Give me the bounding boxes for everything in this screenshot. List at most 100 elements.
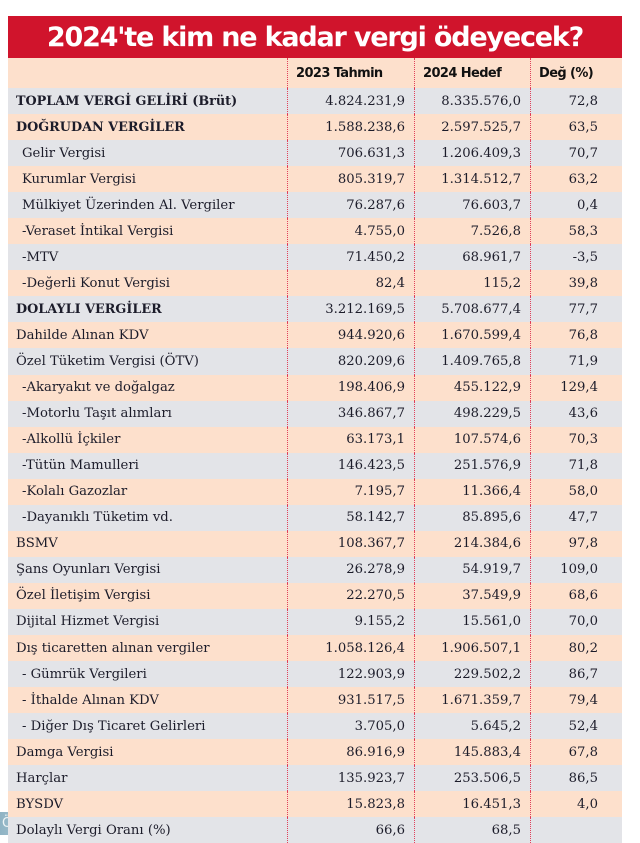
- row-label: DOLAYLI VERGİLER: [16, 301, 162, 317]
- table-row: Dolaylı Vergi Oranı (%) 66,6 68,5: [8, 817, 622, 843]
- row-label: Dahilde Alınan KDV: [16, 327, 149, 343]
- table-row: Özel İletişim Vergisi 22.270,5 37.549,9 68,…: [8, 582, 622, 609]
- value-change-pct: 4,0: [530, 791, 622, 818]
- value-2024-target: 7.526,8: [414, 218, 530, 245]
- value-2024-target: 5.645,2: [414, 713, 530, 740]
- value-2023-estimate: 931.517,5: [287, 687, 414, 714]
- row-label: -Motorlu Taşıt alımları: [22, 406, 172, 422]
- table-row: Şans Oyunları Vergisi 26.278,9 54.919,7 109…: [8, 556, 622, 583]
- row-label: Dış ticaretten alınan vergiler: [16, 640, 210, 656]
- value-2024-target: 68.961,7: [414, 244, 530, 271]
- value-2023-estimate: 346.867,7: [287, 400, 414, 427]
- value-change-pct: 77,7: [530, 296, 622, 323]
- value-2024-target: 2.597.525,7: [414, 114, 530, 141]
- value-2023-estimate: 1.058.126,4: [287, 634, 414, 662]
- value-change-pct: 72,8: [530, 88, 622, 115]
- value-2023-estimate: 9.155,2: [287, 608, 414, 635]
- value-2024-target: 15.561,0: [414, 608, 530, 635]
- value-2024-target: 115,2: [414, 270, 530, 297]
- table-row: Kurumlar Vergisi 805.319,7 1.314.512,7 63,2: [8, 166, 622, 193]
- value-2023-estimate: 135.923,7: [287, 765, 414, 792]
- value-2023-estimate: 122.903,9: [287, 661, 414, 688]
- value-2024-target: 214.384,6: [414, 530, 530, 557]
- row-label: - Gümrük Vergileri: [22, 666, 147, 682]
- row-label: Özel Tüketim Vergisi (ÖTV): [16, 353, 199, 369]
- value-2023-estimate: 108.367,7: [287, 530, 414, 557]
- value-change-pct: 58,3: [530, 218, 622, 245]
- table-row: BYSDV 15.823,8 16.451,3 4,0: [8, 791, 622, 818]
- row-label: BYSDV: [16, 796, 64, 812]
- table-row: Mülkiyet Üzerinden Al. Vergiler 76.287,6 7…: [8, 192, 622, 219]
- value-change-pct: 67,8: [530, 739, 622, 766]
- table-row: TOPLAM VERGİ GELİRİ (Brüt) 4.824.231,9 8.3…: [8, 88, 622, 115]
- value-change-pct: 39,8: [530, 270, 622, 297]
- row-label: TOPLAM VERGİ GELİRİ (Brüt): [16, 93, 238, 109]
- value-2024-target: 498.229,5: [414, 400, 530, 427]
- header-change-pct: Değ (%): [530, 58, 622, 88]
- value-2023-estimate: 15.823,8: [287, 791, 414, 818]
- row-label: Harçlar: [16, 770, 68, 786]
- value-2023-estimate: 4.824.231,9: [287, 88, 414, 115]
- value-2023-estimate: 820.209,6: [287, 348, 414, 375]
- table-row: Özel Tüketim Vergisi (ÖTV) 820.209,6 1.409…: [8, 348, 622, 375]
- value-change-pct: 58,0: [530, 478, 622, 505]
- value-2024-target: 8.335.576,0: [414, 88, 530, 115]
- value-2024-target: 68,5: [414, 817, 530, 843]
- table-row: Harçlar 135.923,7 253.506,5 86,5: [8, 765, 622, 792]
- row-label: Dijital Hizmet Vergisi: [16, 614, 160, 630]
- value-change-pct: 80,2: [530, 634, 622, 662]
- value-change-pct: 86,7: [530, 661, 622, 688]
- value-2024-target: 5.708.677,4: [414, 296, 530, 323]
- value-2023-estimate: 86.916,9: [287, 739, 414, 766]
- value-2024-target: 1.314.512,7: [414, 166, 530, 193]
- table-row: DOLAYLI VERGİLER 3.212.169,5 5.708.677,4 77…: [8, 296, 622, 323]
- row-label: -Alkollü İçkiler: [22, 432, 121, 448]
- table-row: -Değerli Konut Vergisi 82,4 115,2 39,8: [8, 270, 622, 297]
- value-change-pct: 70,7: [530, 140, 622, 167]
- value-change-pct: 63,5: [530, 114, 622, 141]
- table-row: DOĞRUDAN VERGİLER 1.588.238,6 2.597.525,7 6…: [8, 114, 622, 141]
- value-2023-estimate: 1.588.238,6: [287, 114, 414, 141]
- value-2023-estimate: 7.195,7: [287, 478, 414, 505]
- value-change-pct: 63,2: [530, 166, 622, 193]
- value-2024-target: 37.549,9: [414, 582, 530, 609]
- row-label: Dolaylı Vergi Oranı (%): [16, 822, 171, 838]
- value-2024-target: 253.506,5: [414, 765, 530, 792]
- row-label: -Dayanıklı Tüketim vd.: [22, 510, 173, 526]
- value-change-pct: 97,8: [530, 530, 622, 557]
- value-2024-target: 145.883,4: [414, 739, 530, 766]
- table-row: Damga Vergisi 86.916,9 145.883,4 67,8: [8, 739, 622, 766]
- value-2023-estimate: 805.319,7: [287, 166, 414, 193]
- table-row: Dış ticaretten alınan vergiler 1.058.126,…: [8, 634, 622, 662]
- table-row: Dijital Hizmet Vergisi 9.155,2 15.561,0 70,…: [8, 608, 622, 635]
- row-label: Özel İletişim Vergisi: [16, 588, 151, 604]
- row-label: - Diğer Dış Ticaret Gelirleri: [22, 718, 206, 734]
- value-2023-estimate: 66,6: [287, 817, 414, 843]
- row-label: -Tütün Mamulleri: [22, 458, 139, 474]
- value-2023-estimate: 706.631,3: [287, 140, 414, 167]
- table-row: -Motorlu Taşıt alımları 346.867,7 498.229,…: [8, 400, 622, 427]
- row-label: -MTV: [22, 249, 59, 265]
- table-row: BSMV 108.367,7 214.384,6 97,8: [8, 530, 622, 557]
- table-title: 2024'te kim ne kadar vergi ödeyecek?: [8, 16, 622, 58]
- table-row: Dahilde Alınan KDV 944.920,6 1.670.599,4 76…: [8, 322, 622, 349]
- value-2024-target: 11.366,4: [414, 478, 530, 505]
- row-label: BSMV: [16, 536, 58, 552]
- value-change-pct: 70,3: [530, 426, 622, 453]
- value-change-pct: 71,8: [530, 452, 622, 479]
- value-2024-target: 1.671.359,7: [414, 687, 530, 714]
- value-change-pct: 47,7: [530, 504, 622, 531]
- table-header-row: 2023 Tahmin 2024 Hedef Değ (%): [8, 58, 622, 88]
- table-row: -Akaryakıt ve doğalgaz 198.406,9 455.122,9…: [8, 374, 622, 401]
- value-change-pct: 129,4: [530, 374, 622, 401]
- row-label: -Akaryakıt ve doğalgaz: [22, 380, 175, 396]
- value-change-pct: 0,4: [530, 192, 622, 219]
- table-row: -Alkollü İçkiler 63.173,1 107.574,6 70,3: [8, 426, 622, 453]
- row-label: -Veraset İntikal Vergisi: [22, 223, 174, 239]
- value-2023-estimate: 22.270,5: [287, 582, 414, 609]
- value-2023-estimate: 71.450,2: [287, 244, 414, 271]
- value-2024-target: 1.670.599,4: [414, 322, 530, 349]
- value-2024-target: 1.906.507,1: [414, 634, 530, 662]
- value-2023-estimate: 3.705,0: [287, 713, 414, 740]
- value-2023-estimate: 4.755,0: [287, 218, 414, 245]
